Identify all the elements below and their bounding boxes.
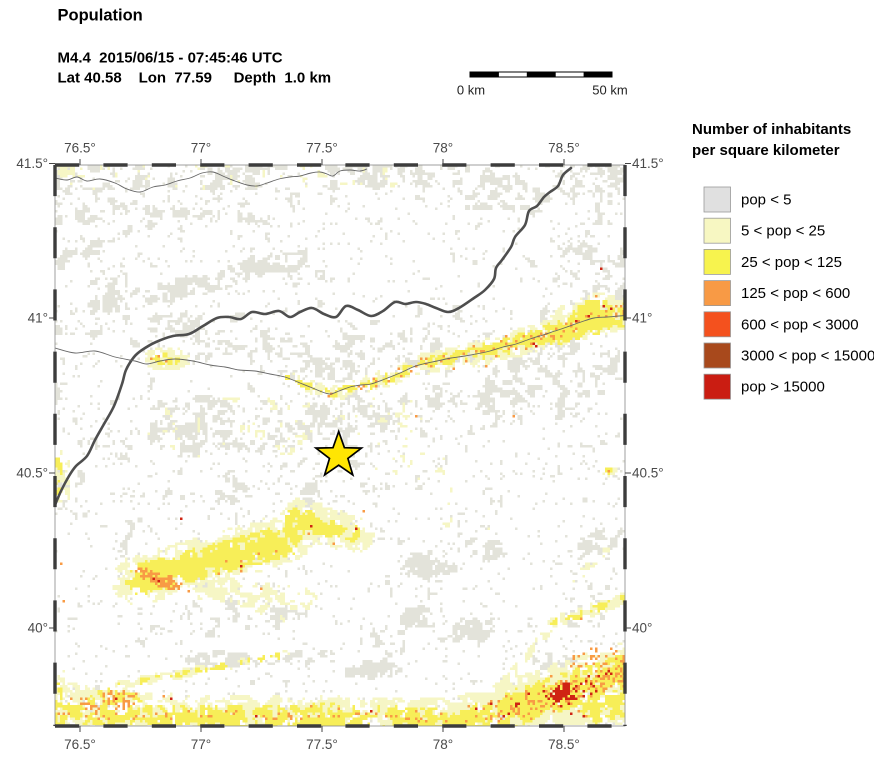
svg-text:Population: Population [58,7,143,25]
svg-text:pop < 5: pop < 5 [741,192,791,209]
svg-text:77°: 77° [191,737,211,752]
svg-text:78°: 78° [433,737,453,752]
svg-text:78.5°: 78.5° [548,737,580,752]
svg-text:pop > 15000: pop > 15000 [741,379,825,396]
svg-text:41°: 41° [632,311,652,326]
svg-text:Lon 77.59: Lon 77.59 [139,70,212,87]
svg-text:41.5°: 41.5° [632,156,664,171]
svg-text:77.5°: 77.5° [306,737,338,752]
svg-text:40°: 40° [28,621,48,636]
svg-text:77.5°: 77.5° [306,141,338,156]
svg-text:5 < pop < 25: 5 < pop < 25 [741,223,825,240]
svg-text:125 < pop < 600: 125 < pop < 600 [741,285,850,302]
svg-text:0 km: 0 km [457,83,485,98]
svg-text:76.5°: 76.5° [64,141,96,156]
svg-text:40°: 40° [632,621,652,636]
svg-text:M4.4 2015/06/15 - 07:45:46 UT: M4.4 2015/06/15 - 07:45:46 UTC [58,50,283,67]
svg-text:Number of inhabitants: Number of inhabitants [692,121,851,138]
svg-text:50 km: 50 km [592,83,627,98]
svg-text:78.5°: 78.5° [548,141,580,156]
svg-text:77°: 77° [191,141,211,156]
svg-text:41°: 41° [28,311,48,326]
svg-text:per square kilometer: per square kilometer [692,142,840,159]
svg-text:76.5°: 76.5° [64,737,96,752]
svg-text:40.5°: 40.5° [16,466,48,481]
svg-text:3000 < pop < 15000: 3000 < pop < 15000 [741,348,874,365]
svg-text:600 < pop < 3000: 600 < pop < 3000 [741,316,859,333]
svg-text:Depth 1.0 km: Depth 1.0 km [234,70,332,87]
svg-text:40.5°: 40.5° [632,466,664,481]
svg-text:25 < pop < 125: 25 < pop < 125 [741,254,842,271]
svg-text:41.5°: 41.5° [16,156,48,171]
svg-text:Lat 40.58: Lat 40.58 [58,70,122,87]
svg-text:78°: 78° [433,141,453,156]
